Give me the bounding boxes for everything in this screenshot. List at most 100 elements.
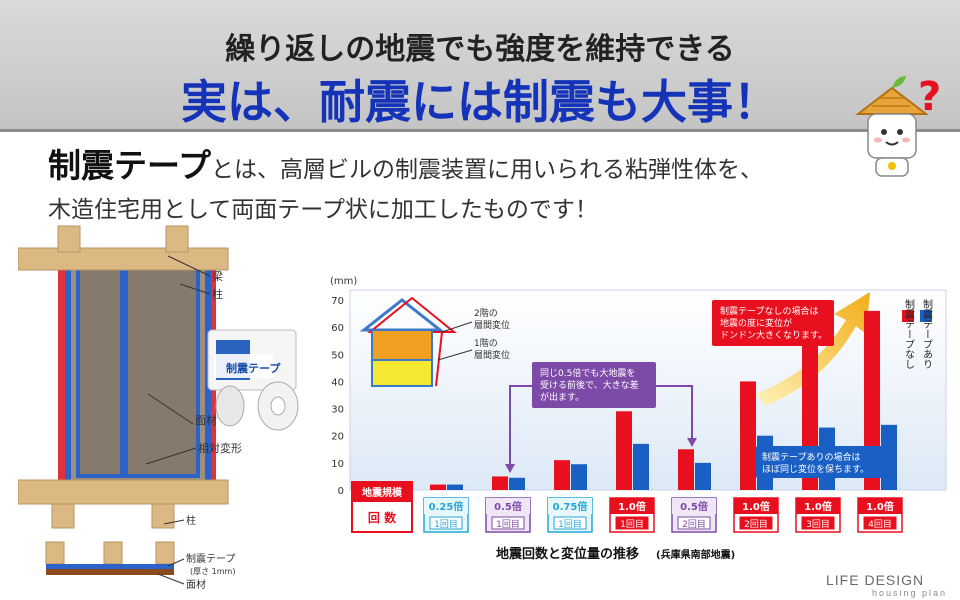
y-tick-label: 70 (331, 296, 344, 307)
bar (571, 464, 587, 490)
text-line: 同じ0.5倍でも大地震を (540, 367, 635, 379)
category-count-label: 2回目 (744, 519, 768, 530)
category-count-label: 1回目 (558, 519, 582, 530)
category-count-box (739, 516, 773, 530)
displacement-chart: (mm) 0 10 20 30 40 50 60 70 2階の層間変位 1階の層間変位 同じ0… (330, 276, 947, 562)
intro-text: 制震テープとは、高層ビルの制震装置に用いられる粘弾性体を、 木造住宅用として両面… (48, 146, 868, 230)
house-label-floor1: 1階の層間変位 (474, 338, 510, 361)
category-box-top (672, 498, 716, 514)
category-count-box (491, 516, 525, 530)
header-banner: 繰り返しの地震でも強度を維持できる 実は、耐震には制震も大事！ (0, 0, 960, 132)
frame-diagram: 梁 柱 面材 相対変形 制震テープ 柱 制震テープ (厚さ 1mm) 面材 (18, 225, 299, 591)
annotation-purple-text: 同じ0.5倍でも大地震を受ける前後で、大きな差が出ます。 (540, 367, 639, 403)
category-count-box (553, 516, 587, 530)
bar (492, 476, 508, 490)
y-tick-label: 0 (338, 486, 344, 497)
ld-logo-icon: LIFE DESIGN housing plan (826, 572, 947, 598)
bar (695, 462, 711, 490)
text-line: 1階の (474, 338, 498, 349)
row-header-scale: 地震規模 (362, 486, 403, 499)
category-box-top (858, 498, 902, 514)
bar (678, 449, 694, 490)
label-beam: 梁 (212, 269, 223, 283)
chart-title: 地震回数と変位量の推移 (496, 546, 639, 562)
bar (447, 484, 463, 490)
category-scale-label: 1.0倍 (742, 500, 770, 513)
label-column-2: 柱 (186, 514, 196, 527)
page-title: 実は、耐震には制震も大事！ (181, 75, 779, 129)
bar (430, 484, 446, 490)
logo-name: LIFE DESIGN (826, 572, 925, 588)
category-count-label: 1回目 (434, 519, 458, 530)
label-tape: 制震テープ (186, 552, 235, 565)
beam-bottom (18, 479, 229, 505)
question-mark: ? (918, 74, 941, 120)
intro-lead: 制震テープ (48, 146, 212, 185)
label-tape-thickness: (厚さ 1mm) (190, 567, 235, 576)
category-labels: 0.25倍 1回目 0.5倍 1回目 0.75倍 1回目 1.0倍 1回目 0.5倍 2回目 1.0… (423, 497, 903, 533)
trend-arrow-icon (756, 292, 870, 406)
category-count-box (801, 516, 835, 530)
category-count-label: 1回目 (620, 519, 644, 530)
category-box-top (734, 498, 778, 514)
annotation-red-text: 制震テープなしの場合は地震の度に変位がドンドン大きくなります。 (720, 305, 827, 341)
bar (616, 411, 632, 490)
y-tick-label: 40 (331, 377, 344, 388)
beam-top (18, 247, 229, 271)
annotation-blue-text: 制震テープありの場合はほぼ同じ変位を保ちます。 (762, 451, 869, 475)
y-tick-label: 30 (331, 405, 344, 416)
legend-swatch (902, 310, 914, 322)
category-box-top (548, 498, 592, 514)
text-line: 制震テープなしの場合は (720, 305, 818, 317)
annotation-blue: 制震テープありの場合はほぼ同じ変位を保ちます。 (756, 446, 888, 478)
logo-sub: housing plan (872, 588, 948, 598)
tape-product-label: 制震テープ (226, 361, 281, 375)
bar (864, 310, 880, 490)
house-mascot-icon: ? (855, 74, 941, 177)
y-tick-label: 60 (331, 323, 344, 334)
annotation-red: 制震テープなしの場合は地震の度に変位がドンドン大きくなります。 (712, 300, 834, 346)
row-header: 地震規模 回 数 (351, 481, 413, 533)
category-scale-label: 0.5倍 (680, 500, 708, 513)
bar (509, 477, 525, 490)
y-axis: 0 10 20 30 40 50 60 70 (331, 296, 344, 497)
category-scale-label: 0.5倍 (494, 500, 522, 513)
text-line: が出ます。 (540, 391, 584, 403)
category-count-box (863, 516, 897, 530)
category-box-top (424, 498, 468, 514)
bar (554, 460, 570, 490)
category-count-label: 4回目 (868, 519, 892, 530)
text-line: 地震の度に変位が (720, 317, 792, 329)
annotation-purple: 同じ0.5倍でも大地震を受ける前後で、大きな差が出ます。 (505, 362, 697, 473)
row-header-count: 回 数 (368, 510, 397, 525)
label-relative: 相対変形 (198, 441, 242, 455)
category-count-label: 2回目 (682, 519, 706, 530)
bar (740, 381, 756, 490)
text-line: 層間変位 (474, 349, 510, 361)
bars (430, 310, 897, 490)
intro-line2: 木造住宅用として両面テープ状に加工したものです！ (48, 197, 598, 223)
y-axis-unit: (mm) (330, 276, 357, 287)
y-tick-label: 10 (331, 459, 344, 470)
category-count-label: 1回目 (496, 519, 520, 530)
bar (633, 443, 649, 490)
intro-line1: とは、高層ビルの制震装置に用いられる粘弾性体を、 (211, 157, 764, 183)
text-line: 2階の (474, 308, 498, 319)
y-tick-label: 20 (331, 432, 344, 443)
label-panel-2: 面材 (186, 578, 206, 591)
category-box-top (486, 498, 530, 514)
category-scale-label: 1.0倍 (866, 500, 894, 513)
label-panel: 面材 (195, 413, 217, 427)
category-scale-label: 0.75倍 (553, 500, 588, 513)
chart-title-note: (兵庫県南部地震) (656, 548, 735, 561)
category-count-label: 3回目 (806, 519, 830, 530)
category-scale-label: 1.0倍 (804, 500, 832, 513)
category-count-box (429, 516, 463, 530)
page-subtitle: 繰り返しの地震でも強度を維持できる (225, 32, 735, 67)
text-line: 受ける前後で、大きな差 (540, 379, 639, 391)
legend: 制震テープなし 制震テープあり (902, 298, 933, 369)
category-box-top (610, 498, 654, 514)
y-tick-label: 50 (331, 350, 344, 361)
text-line: ほぼ同じ変位を保ちます。 (762, 463, 869, 475)
category-count-box (615, 516, 649, 530)
